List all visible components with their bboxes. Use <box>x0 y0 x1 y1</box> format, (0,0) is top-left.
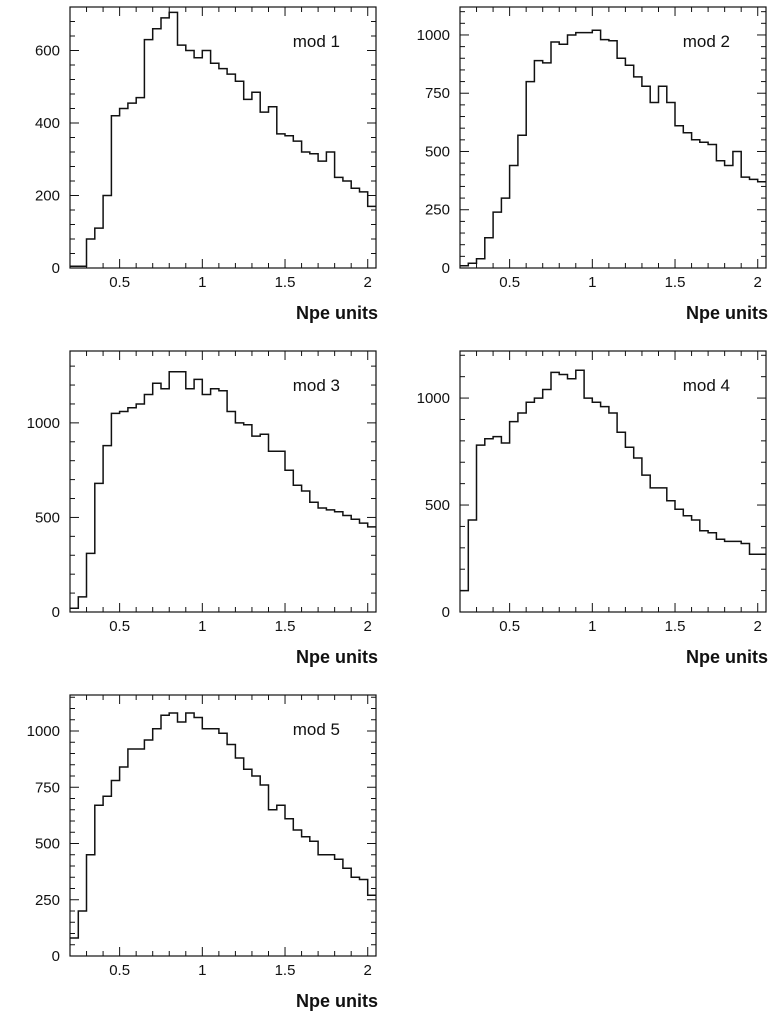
y-tick-label: 1000 <box>417 390 450 407</box>
x-tick-label: 0.5 <box>109 618 130 635</box>
x-tick-label: 0.5 <box>499 274 520 291</box>
y-tick-label: 1000 <box>417 27 450 44</box>
x-tick-label: 1 <box>198 962 206 979</box>
panel-label: mod 3 <box>293 376 340 395</box>
y-tick-label: 400 <box>35 115 60 132</box>
y-tick-label: 0 <box>52 948 60 965</box>
x-tick-label: 2 <box>364 962 372 979</box>
y-tick-label: 750 <box>35 779 60 796</box>
plot-frame <box>459 6 767 269</box>
x-tick-label: 1 <box>198 274 206 291</box>
x-tick-label: 2 <box>364 274 372 291</box>
y-tick-label: 1000 <box>27 723 60 740</box>
y-tick-label: 500 <box>425 143 450 160</box>
histogram-panel-2: 0.5 1 1.5 2 0 250 500 750 1000 mod 2 Npe units <box>417 6 768 323</box>
y-tick-label: 0 <box>52 604 60 621</box>
y-tick-label: 0 <box>442 604 450 621</box>
x-tick-label: 0.5 <box>109 274 130 291</box>
x-axis-label: Npe units <box>296 303 378 323</box>
histogram-line <box>70 712 376 939</box>
x-tick-label: 0.5 <box>109 962 130 979</box>
x-tick-label: 2 <box>364 618 372 635</box>
x-tick-label: 1 <box>588 618 596 635</box>
x-tick-label: 0.5 <box>499 618 520 635</box>
plot-frame <box>69 350 377 613</box>
x-axis-label: Npe units <box>686 647 768 667</box>
y-tick-label: 500 <box>425 497 450 514</box>
panel-label: mod 1 <box>293 32 340 51</box>
histogram-line <box>460 29 766 267</box>
y-tick-label: 250 <box>425 202 450 219</box>
x-tick-label: 1 <box>198 618 206 635</box>
y-tick-label: 1000 <box>27 415 60 432</box>
x-axis-label: Npe units <box>686 303 768 323</box>
x-tick-label: 1.5 <box>275 274 296 291</box>
histogram-panel-4: 0.5 1 1.5 2 0 500 1000 mod 4 Npe units <box>417 350 768 667</box>
x-tick-label: 1.5 <box>275 618 296 635</box>
x-tick-label: 1.5 <box>665 618 686 635</box>
y-tick-label: 500 <box>35 836 60 853</box>
panel-label: mod 2 <box>683 32 730 51</box>
x-tick-label: 1 <box>588 274 596 291</box>
x-axis-label: Npe units <box>296 991 378 1011</box>
y-tick-label: 0 <box>52 260 60 277</box>
y-tick-label: 500 <box>35 509 60 526</box>
panel-label: mod 5 <box>293 720 340 739</box>
histogram-panel-5: 0.5 1 1.5 2 0 250 500 750 1000 mod 5 Npe units <box>27 694 378 1011</box>
histogram-line <box>70 371 376 609</box>
y-tick-label: 0 <box>442 260 450 277</box>
x-tick-label: 1.5 <box>665 274 686 291</box>
x-axis-label: Npe units <box>296 647 378 667</box>
x-tick-label: 2 <box>754 618 762 635</box>
plot-frame <box>69 694 377 957</box>
x-tick-label: 2 <box>754 274 762 291</box>
y-tick-label: 600 <box>35 43 60 60</box>
x-tick-label: 1.5 <box>275 962 296 979</box>
histogram-panel-1: 0.5 1 1.5 2 0 200 400 600 mod 1 Npe units <box>35 6 378 323</box>
y-tick-label: 250 <box>35 892 60 909</box>
panel-label: mod 4 <box>683 376 730 395</box>
histogram-line <box>460 369 766 592</box>
y-tick-label: 750 <box>425 85 450 102</box>
histogram-line <box>70 11 376 267</box>
y-tick-label: 200 <box>35 188 60 205</box>
plot-frame <box>459 350 767 613</box>
histogram-panel-3: 0.5 1 1.5 2 0 500 1000 mod 3 Npe units <box>27 350 378 667</box>
